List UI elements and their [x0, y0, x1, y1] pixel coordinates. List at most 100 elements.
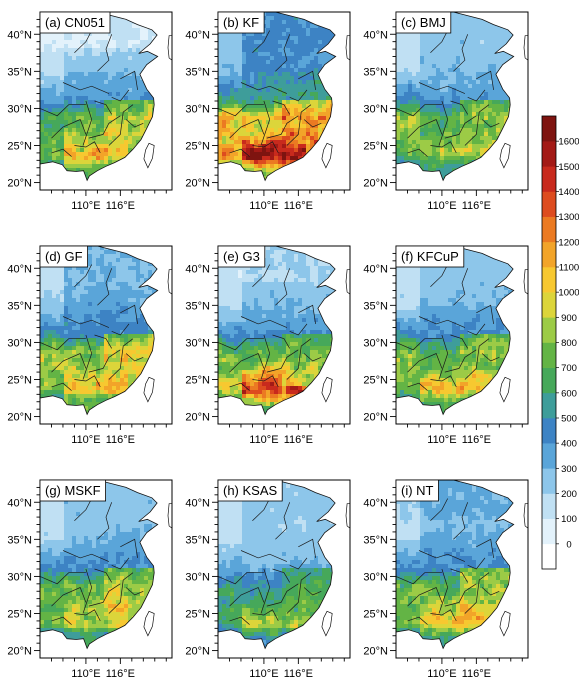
grid-cell: [464, 64, 469, 69]
grid-cell: [128, 36, 133, 41]
grid-cell: [52, 116, 57, 121]
grid-cell: [314, 96, 319, 101]
grid-cell: [480, 80, 485, 85]
grid-cell: [314, 88, 319, 93]
grid-cell: [48, 100, 53, 105]
grid-cell: [238, 72, 243, 77]
grid-cell: [246, 112, 251, 117]
grid-cell: [318, 124, 323, 129]
grid-cell: [488, 132, 493, 137]
grid-cell: [456, 120, 461, 125]
grid-cell: [428, 168, 433, 173]
grid-cell: [148, 266, 153, 271]
grid-cell: [258, 116, 263, 121]
grid-cell: [444, 72, 449, 77]
grid-cell: [120, 64, 125, 69]
grid-cell: [408, 104, 413, 109]
grid-cell: [460, 148, 465, 153]
grid-cell: [84, 32, 89, 37]
grid-cell: [262, 52, 267, 57]
grid-cell: [444, 76, 449, 81]
grid-cell: [148, 52, 153, 57]
grid-cell: [400, 112, 405, 117]
grid-cell: [116, 84, 121, 89]
grid-cell: [314, 40, 319, 45]
grid-cell: [492, 76, 497, 81]
grid-cell: [456, 160, 461, 165]
grid-cell: [432, 128, 437, 133]
grid-cell: [226, 60, 231, 65]
grid-cell: [282, 80, 287, 85]
grid-cell: [428, 112, 433, 117]
grid-cell: [274, 96, 279, 101]
grid-cell: [440, 52, 445, 57]
grid-cell: [136, 258, 141, 263]
grid-cell: [314, 100, 319, 105]
grid-cell: [222, 84, 227, 89]
grid-cell: [484, 92, 489, 97]
grid-cell: [88, 132, 93, 137]
korea-outline: [523, 35, 529, 61]
grid-cell: [140, 104, 145, 109]
grid-cell: [266, 84, 271, 89]
grid-cell: [132, 68, 137, 73]
grid-cell: [282, 120, 287, 125]
province-boundary: [407, 119, 443, 139]
grid-cell: [116, 124, 121, 129]
grid-cell: [298, 140, 303, 145]
grid-cell: [92, 132, 97, 137]
grid-cell: [84, 60, 89, 65]
grid-cell: [440, 96, 445, 101]
grid-cell: [290, 44, 295, 49]
grid-cell: [400, 116, 405, 121]
grid-cell: [88, 250, 93, 255]
grid-cell: [436, 108, 441, 113]
grid-cell: [120, 152, 125, 157]
grid-cell: [72, 88, 77, 93]
grid-cell: [128, 140, 133, 145]
grid-cell: [302, 96, 307, 101]
grid-cell: [396, 116, 401, 121]
grid-cell: [412, 100, 417, 105]
grid-cell: [274, 164, 279, 169]
grid-cell: [408, 44, 413, 49]
grid-cell: [104, 44, 109, 49]
grid-cell: [480, 88, 485, 93]
grid-cell: [484, 116, 489, 121]
grid-cell: [100, 132, 105, 137]
grid-cell: [234, 96, 239, 101]
grid-cell: [294, 136, 299, 141]
grid-cell: [254, 40, 259, 45]
grid-cell: [84, 76, 89, 81]
grid-cell: [448, 76, 453, 81]
grid-cell: [278, 44, 283, 49]
grid-cell: [480, 52, 485, 57]
grid-cell: [480, 92, 485, 97]
grid-cell: [432, 44, 437, 49]
grid-cell: [80, 278, 85, 283]
grid-cell: [254, 64, 259, 69]
grid-cell: [400, 120, 405, 125]
grid-cell: [120, 80, 125, 85]
grid-cell: [68, 144, 73, 149]
grid-cell: [432, 112, 437, 117]
grid-cell: [314, 36, 319, 41]
grid-cell: [96, 92, 101, 97]
grid-cell: [92, 64, 97, 69]
grid-cell: [234, 68, 239, 73]
grid-cell: [222, 156, 227, 161]
grid-cell: [286, 140, 291, 145]
grid-cell: [480, 100, 485, 105]
grid-cell: [484, 104, 489, 109]
grid-cell: [476, 72, 481, 77]
grid-cell: [52, 44, 57, 49]
grid-cell: [116, 56, 121, 61]
grid-cell: [84, 136, 89, 141]
grid-cell: [310, 88, 315, 93]
grid-cell: [64, 40, 69, 45]
grid-cell: [298, 100, 303, 105]
grid-cell: [230, 32, 235, 37]
grid-cell: [108, 32, 113, 37]
grid-cell: [64, 136, 69, 141]
grid-cell: [290, 116, 295, 121]
